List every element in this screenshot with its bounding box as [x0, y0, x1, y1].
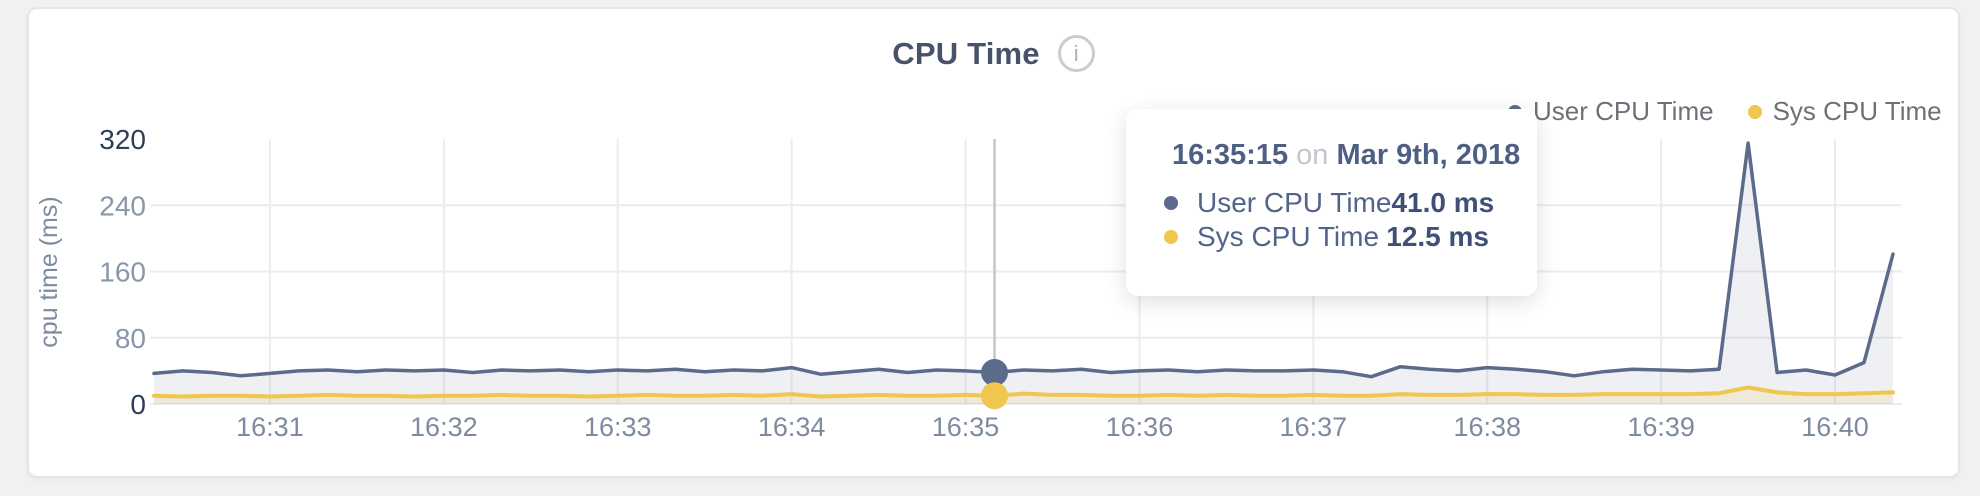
legend-label: User CPU Time	[1533, 96, 1714, 126]
tooltip-row-label: Sys CPU Time	[1197, 221, 1380, 252]
chart-header: CPU Time i	[29, 35, 1958, 72]
tooltip-title: 16:35:15 on Mar 9th, 2018	[1172, 139, 1520, 172]
y-tick-label: 160	[99, 257, 146, 288]
y-tick-label: 240	[99, 190, 146, 221]
hover-dot-0	[981, 359, 1009, 387]
x-tick-label: 16:34	[758, 412, 826, 442]
hover-dot-1	[981, 382, 1009, 410]
series-line-1	[152, 385, 1895, 399]
x-tick-label: 16:39	[1627, 412, 1695, 442]
sys-series-dot-icon	[1164, 230, 1178, 244]
x-tick-label: 16:33	[584, 412, 652, 442]
legend-item-sys-cpu-time[interactable]: Sys CPU Time	[1747, 96, 1942, 127]
tooltip-row-sys: Sys CPU Time 12.5 ms	[1164, 220, 1489, 254]
y-tick-label: 0	[130, 389, 146, 420]
user-series-dot-icon	[1164, 196, 1178, 210]
tooltip-time: 16:35:15	[1172, 139, 1289, 171]
info-icon-glyph: i	[1073, 40, 1079, 66]
legend-label: Sys CPU Time	[1772, 96, 1942, 126]
chart-legend: User CPU Time Sys CPU Time	[1508, 96, 1942, 127]
x-tick-label: 16:32	[410, 412, 478, 442]
legend-item-user-cpu-time[interactable]: User CPU Time	[1508, 96, 1714, 127]
x-tick-label: 16:40	[1801, 412, 1869, 442]
tooltip-row-value: 41.0 ms	[1391, 187, 1495, 218]
y-tick-label: 320	[99, 124, 146, 155]
x-tick-label: 16:35	[932, 412, 1000, 442]
x-tick-label: 16:37	[1280, 412, 1348, 442]
series-area-1	[154, 387, 1893, 404]
series-area-0	[154, 143, 1893, 404]
y-tick-label: 80	[115, 323, 146, 354]
x-tick-label: 16:36	[1106, 412, 1174, 442]
chart-title: CPU Time	[892, 35, 1040, 71]
tooltip-row-label: User CPU Time	[1197, 187, 1392, 218]
tooltip-row-user: User CPU Time 41.0 ms	[1164, 186, 1494, 220]
sys-series-dot-icon	[1747, 104, 1762, 119]
x-tick-label: 16:31	[236, 412, 304, 442]
x-tick-label: 16:38	[1453, 412, 1521, 442]
tooltip-date: Mar 9th, 2018	[1336, 139, 1521, 171]
tooltip-conjunction: on	[1296, 139, 1329, 171]
chart-tooltip: 16:35:15 on Mar 9th, 2018 User CPU Time …	[1126, 109, 1537, 296]
info-icon[interactable]: i	[1057, 35, 1095, 72]
tooltip-row-value: 12.5 ms	[1386, 221, 1489, 252]
series-line-0	[152, 141, 1895, 379]
y-axis-title: cpu time (ms)	[35, 196, 63, 347]
